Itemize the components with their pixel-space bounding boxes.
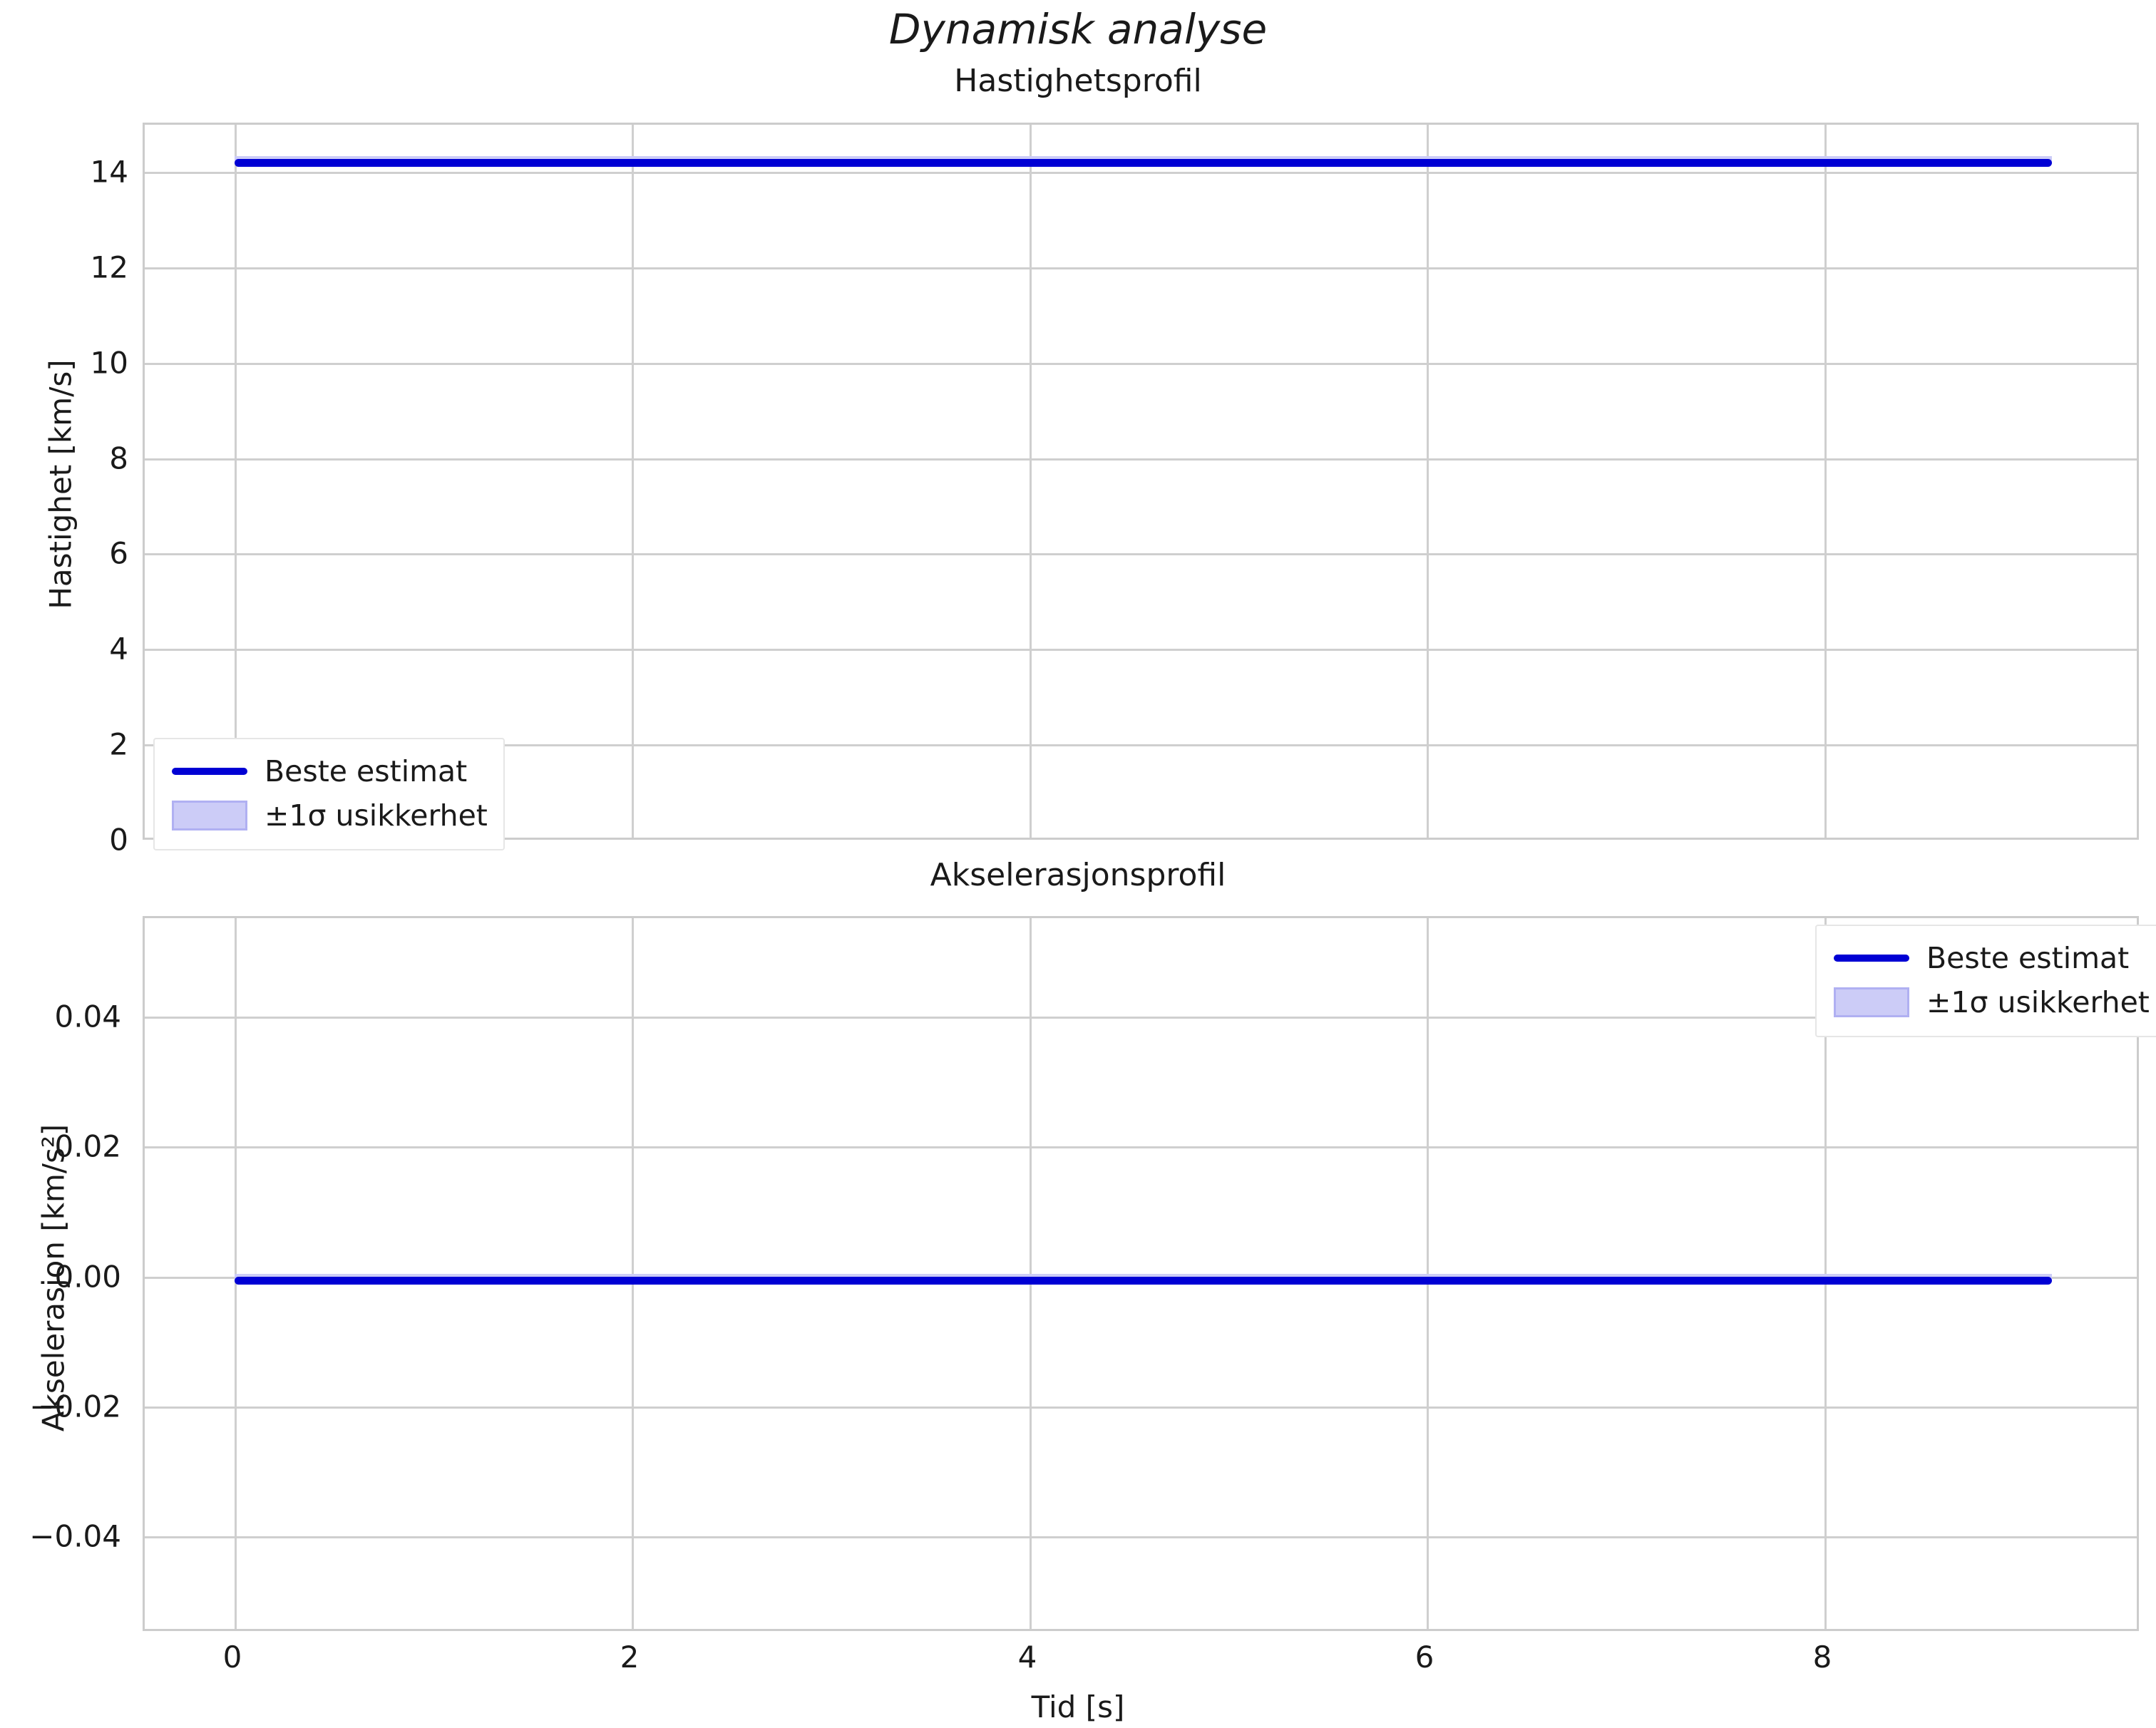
legend-line-swatch-icon [170,755,249,788]
velocity-plot-area [143,123,2139,840]
legend-label-uncertainty: ±1σ usikkerhet [265,798,488,833]
acceleration-gridline-ym002 [145,1406,2137,1409]
legend-patch-swatch-icon [170,799,249,832]
velocity-ytick-labels: 0 2 4 6 8 10 12 14 [7,123,128,858]
velocity-ytick-8: 8 [109,441,128,476]
acceleration-gridline-x0 [235,918,237,1629]
acceleration-legend[interactable]: Beste estimat ±1σ usikkerhet [1815,925,2156,1037]
acceleration-best-estimate-line [235,1277,2052,1285]
legend-entry-best-estimate[interactable]: Beste estimat [1832,936,2150,980]
legend-label-uncertainty: ±1σ usikkerhet [1926,984,2150,1019]
xtick-8: 8 [1812,1640,1832,1675]
velocity-ytick-12: 12 [90,250,128,285]
velocity-gridline-y2 [145,744,2137,746]
acceleration-ytick-m002: −0.02 [29,1389,121,1424]
acceleration-ytick-m004: −0.04 [29,1518,121,1554]
velocity-ytick-2: 2 [109,726,128,762]
acceleration-ytick-004: 0.04 [54,999,121,1034]
legend-line-swatch-icon [1832,942,1911,974]
velocity-ytick-0: 0 [109,822,128,858]
acceleration-gridline-x8 [1824,918,1827,1629]
velocity-ytick-10: 10 [90,345,128,381]
legend-label-best-estimate: Beste estimat [265,754,468,788]
velocity-gridline-y14 [145,172,2137,174]
acceleration-ylabel: Akselerasjon [km/s²] [36,1123,71,1432]
xtick-4: 4 [1017,1640,1037,1675]
acceleration-gridline-x2 [632,918,634,1629]
velocity-gridline-y12 [145,267,2137,269]
xtick-6: 6 [1415,1640,1434,1675]
legend-entry-uncertainty[interactable]: ±1σ usikkerhet [170,793,488,838]
velocity-gridline-y10 [145,363,2137,365]
acceleration-gridline-y002 [145,1146,2137,1148]
velocity-gridline-x4 [1030,125,1032,838]
velocity-gridline-y8 [145,458,2137,461]
xtick-0: 0 [222,1640,242,1675]
velocity-ytick-6: 6 [109,535,128,571]
velocity-ytick-14: 14 [90,154,128,190]
xtick-2: 2 [620,1640,640,1675]
legend-label-best-estimate: Beste estimat [1926,940,2130,975]
acceleration-gridline-x4 [1030,918,1032,1629]
velocity-gridline-x8 [1824,125,1827,838]
acceleration-subplot-title: Akselerasjonsprofil [930,857,1226,893]
acceleration-ytick-002: 0.02 [54,1128,121,1164]
legend-entry-best-estimate[interactable]: Beste estimat [170,749,488,793]
legend-entry-uncertainty[interactable]: ±1σ usikkerhet [1832,980,2150,1024]
velocity-gridline-x0 [235,125,237,838]
x-axis-label: Tid [s] [1031,1690,1125,1724]
velocity-legend[interactable]: Beste estimat ±1σ usikkerhet [153,738,505,850]
velocity-gridline-y6 [145,553,2137,555]
acceleration-ytick-labels: −0.04 −0.02 0.00 0.02 0.04 [0,916,121,1631]
velocity-gridline-y4 [145,649,2137,651]
acceleration-gridline-y004 [145,1017,2137,1019]
acceleration-gridline-x6 [1427,918,1429,1629]
acceleration-gridline-ym004 [145,1536,2137,1538]
velocity-gridline-x6 [1427,125,1429,838]
acceleration-ytick-000: 0.00 [54,1259,121,1295]
velocity-gridline-x2 [632,125,634,838]
velocity-best-estimate-line [235,159,2052,167]
velocity-ytick-4: 4 [109,631,128,667]
acceleration-plot-area [143,916,2139,1631]
velocity-ylabel: Hastighet [km/s] [43,359,78,610]
velocity-subplot-title: Hastighetsprofil [954,63,1202,99]
legend-patch-swatch-icon [1832,986,1911,1019]
figure-suptitle: Dynamisk analyse [888,5,1268,53]
